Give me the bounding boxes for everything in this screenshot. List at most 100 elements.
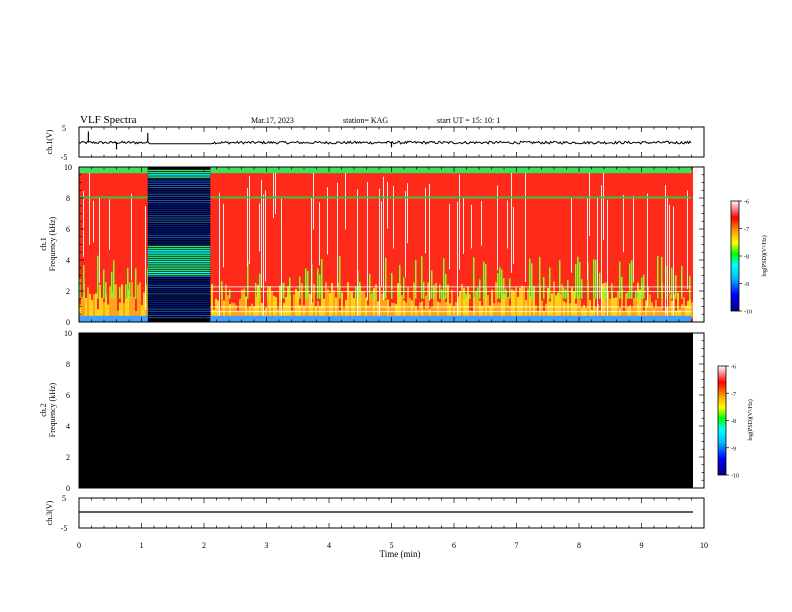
colorbar-tick-label: -10 [744, 310, 752, 316]
spectrogram-cell [263, 194, 264, 322]
spectrogram-cell [499, 302, 501, 318]
spectrogram-cell [661, 256, 663, 299]
spectrogram-gap-band [147, 310, 211, 312]
ch2-colorbar-ticks: -6 -7 -8 -9 -10 [726, 365, 739, 480]
spectrogram-cell [387, 181, 388, 229]
spectrogram-cell [513, 290, 515, 318]
spectrogram-cell [333, 290, 335, 318]
time-axis-label: Time (min) [380, 549, 421, 559]
spectrogram-cell [651, 302, 653, 318]
freq-tick-label: 4 [66, 422, 70, 431]
spectrogram-gap-band [147, 224, 211, 225]
freq-tick-label: 2 [66, 287, 70, 296]
spectrogram-cell [593, 298, 595, 318]
spectrogram-cell [407, 287, 409, 318]
spectrogram-cell [409, 298, 411, 318]
spectrogram-cell [577, 294, 579, 318]
spectrogram-cell [387, 299, 389, 318]
spectrogram-cell [415, 260, 417, 299]
spectrogram-cell [347, 282, 349, 318]
spectrogram-cell [603, 172, 604, 241]
spectrogram-cell [563, 287, 565, 299]
spectrogram-gap-band [147, 182, 211, 184]
ch2-spectrogram-ylabel-line1: ch.2 [39, 403, 48, 417]
time-tick-label: 10 [700, 541, 708, 550]
spectrogram-cell [93, 200, 94, 243]
spectrogram-cell [543, 277, 545, 299]
spectrogram-cell [91, 299, 93, 318]
spectrogram-cell [661, 283, 663, 318]
spectrogram-gap-band [147, 278, 211, 280]
spectrogram-cell [635, 290, 637, 299]
spectrogram-cell [295, 288, 297, 318]
spectrogram-gap-band [147, 289, 211, 290]
spectrogram-cell [115, 284, 117, 318]
spectrogram-cell [647, 193, 648, 307]
spectrogram-cell [417, 309, 419, 318]
spectrogram-gap-band [147, 269, 211, 272]
date-label: Mar.17, 2023 [251, 116, 294, 125]
spectrogram-cell [127, 289, 129, 318]
spectrogram-cell [595, 259, 597, 299]
spectrogram-cell [575, 264, 577, 299]
freq-tick-label: 8 [66, 194, 70, 203]
spectrogram-cell [243, 294, 245, 299]
spectrogram-cell [609, 298, 611, 318]
spectrogram-cell [657, 307, 659, 318]
spectrogram-cell [681, 304, 683, 318]
spectrogram-gap-band [147, 230, 211, 232]
ch2-spectrogram-panel: 0 2 4 6 8 10 ch.2 Frequency (kHz) [39, 329, 705, 493]
spectrogram-cell [621, 276, 623, 299]
spectrogram-cell [119, 286, 121, 299]
spectrogram-cell [531, 288, 533, 318]
spectrogram-cell [391, 272, 393, 299]
spectrogram-cell [565, 302, 567, 318]
spectrogram-cell [471, 310, 473, 318]
spectrogram-cell [673, 206, 674, 320]
spectrogram-cell [561, 284, 563, 318]
spectrogram-cell [671, 300, 673, 318]
spectrogram-cell [307, 288, 309, 318]
spectrogram-cell [571, 287, 573, 318]
spectrogram-cell [223, 300, 225, 318]
spectrogram-cell [281, 198, 282, 322]
ch1-ytick-bottom: -5 [61, 153, 68, 162]
spectrogram-cell [637, 282, 639, 318]
spectrogram-cell [213, 309, 215, 318]
spectrogram-cell [611, 291, 613, 318]
ch3-ytick-bottom: -5 [61, 524, 68, 533]
spectrogram-cell [113, 284, 115, 318]
spectrogram-cell [283, 303, 285, 318]
spectrogram-cell [287, 286, 289, 318]
spectrogram-cell [145, 206, 146, 310]
spectrogram-gap-band [147, 317, 211, 319]
spectrogram-cell [501, 269, 503, 299]
spectrogram-gap-band [147, 258, 211, 261]
spectrogram-cell [579, 262, 581, 299]
spectrogram-cell [521, 285, 523, 318]
spectrogram-cell [455, 302, 457, 318]
spectrogram-cell [313, 283, 315, 318]
spectrogram-cell [465, 294, 467, 318]
spectrogram-cell [419, 302, 421, 318]
spectrogram-cell [297, 291, 299, 318]
spectrogram-cell [669, 294, 671, 318]
spectrogram-cell [407, 183, 408, 244]
spectrogram-cell [359, 285, 361, 318]
spectrogram-cell [377, 301, 379, 318]
spectrogram-cell [261, 179, 262, 288]
spectrogram-gap-band [147, 286, 211, 288]
ch1-waveform-xticks [78, 127, 705, 157]
ch1-colorbar-scale [730, 200, 740, 312]
spectrogram-cell [267, 292, 269, 299]
spectrogram-cell [589, 171, 590, 236]
spectrogram-gap-band [147, 271, 211, 274]
spectrogram-cell [655, 299, 657, 318]
spectrogram-band [210, 286, 692, 288]
spectrogram-cell [129, 296, 131, 318]
spectrogram-cell [259, 273, 261, 299]
freq-tick-label: 6 [66, 225, 70, 234]
spectrogram-cell [429, 183, 430, 301]
spectrogram-cell [523, 286, 525, 318]
spectrogram-gap-band [147, 260, 211, 263]
